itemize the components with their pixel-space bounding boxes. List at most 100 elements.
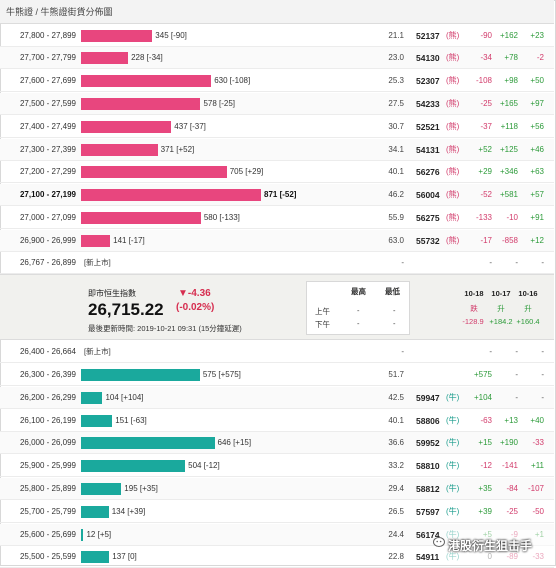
table-row[interactable]: 27,000 - 27,099 580 [-133] 55.9 56275 (熊) -13… <box>0 207 554 229</box>
warrant-type: (牛) <box>446 415 460 425</box>
date-value-3: +160.4 <box>516 317 540 326</box>
change-2d: -84 <box>506 484 518 493</box>
distribution-bar[interactable] <box>81 234 111 247</box>
table-row[interactable]: 26,300 - 26,399 575 [+575] 51.7 +575 - - <box>0 364 554 386</box>
warrant-code[interactable]: 56275 <box>416 212 440 223</box>
distribution-bar[interactable] <box>81 369 200 381</box>
new-listing-label: [新上市] <box>84 258 111 267</box>
change-1d: +52 <box>478 144 492 154</box>
change-1d: -34 <box>480 53 492 63</box>
warrant-type: (熊) <box>446 235 460 245</box>
distribution-bar[interactable] <box>81 460 186 473</box>
change-1d: +29 <box>478 167 492 177</box>
change-2d: +125 <box>499 144 518 154</box>
bar-value-label: 871 [-52] <box>264 190 297 200</box>
table-row[interactable]: 25,700 - 25,799 134 [+39] 26.5 57597 (牛) +39 -… <box>0 501 554 523</box>
table-row[interactable]: 26,000 - 26,099 646 [+15] 36.6 59952 (牛) +15 +… <box>0 432 554 455</box>
change-1d: -108 <box>475 76 492 86</box>
distribution-bar[interactable] <box>81 528 84 541</box>
date-value-1: -128.9 <box>462 317 484 326</box>
range-label: 27,600 - 27,699 <box>19 76 76 86</box>
change-2d: -141 <box>501 461 518 471</box>
distribution-bar[interactable] <box>81 120 172 133</box>
change-1d: +35 <box>478 484 492 493</box>
percent-value: 21.1 <box>388 30 404 40</box>
bar-value-label: 151 [-63] <box>115 415 147 425</box>
distribution-bar[interactable] <box>81 551 110 564</box>
distribution-bar[interactable] <box>81 189 261 202</box>
distribution-bar[interactable] <box>81 97 201 110</box>
warrant-type: (熊) <box>446 76 460 86</box>
warrant-code[interactable]: 58812 <box>416 484 440 494</box>
warrant-code[interactable]: 54911 <box>416 552 440 563</box>
warrant-code[interactable]: 54130 <box>416 53 440 64</box>
change-3d: +23 <box>530 30 544 40</box>
percent-value: 42.5 <box>388 392 404 402</box>
warrant-code[interactable]: 52137 <box>416 30 440 41</box>
change-3d: +57 <box>530 190 544 200</box>
warrant-code[interactable]: 52307 <box>416 76 440 87</box>
pm-label: 下午 <box>315 320 330 329</box>
table-row[interactable]: 25,900 - 25,999 504 [-12] 33.2 58810 (牛) -12-… <box>0 455 554 478</box>
warrant-code[interactable]: 56276 <box>416 167 440 178</box>
trend-3: 升 <box>524 304 532 313</box>
warrant-code[interactable]: 52521 <box>416 121 440 132</box>
table-row[interactable]: 27,600 - 27,699 630 [-108] 25.3 52307 (熊) -10… <box>0 70 554 93</box>
warrant-type: (牛) <box>446 506 460 516</box>
wechat-icon <box>433 537 445 547</box>
range-label: 26,000 - 26,099 <box>19 438 76 448</box>
table-row[interactable]: 27,200 - 27,299 705 [+29] 40.1 56276 (熊) +29 +… <box>0 161 554 184</box>
change-3d: +46 <box>530 144 544 154</box>
table-row[interactable]: 27,100 - 27,199 871 [-52] 46.2 56004 (熊) -52 +… <box>0 184 554 207</box>
change-1d: +104 <box>473 392 492 402</box>
table-row[interactable]: 27,800 - 27,899 345 [-90] 21.1 52137 (熊) -90 +… <box>0 25 554 47</box>
distribution-bar[interactable] <box>81 391 103 404</box>
table-row[interactable]: 26,100 - 26,199 151 [-63] 40.1 58806 (牛) -63 +… <box>0 410 554 432</box>
warrant-code[interactable]: 56174 <box>416 529 440 540</box>
percent-value: 55.9 <box>388 212 404 222</box>
table-row[interactable]: 25,800 - 25,899 195 [+35] 29.4 58812 (牛) +35 -… <box>0 478 554 500</box>
bar-value-label: 575 [+575] <box>202 370 241 379</box>
table-row[interactable]: 26,900 - 26,999 141 [-17] 63.0 55732 (熊) -17-… <box>0 229 554 252</box>
distribution-bar[interactable] <box>81 75 212 88</box>
distribution-bar[interactable] <box>81 166 227 179</box>
percent-value: 29.4 <box>388 484 404 493</box>
warrant-code[interactable]: 54233 <box>416 98 440 109</box>
table-row[interactable]: 27,700 - 27,799 228 [-34] 23.0 54130 (熊) -34 +… <box>0 47 554 70</box>
warrant-code[interactable]: 56004 <box>416 190 440 201</box>
table-row[interactable]: 27,500 - 27,599 578 [-25] 27.5 54233 (熊) -25 +… <box>0 92 554 115</box>
warrant-code[interactable]: 57597 <box>416 506 440 517</box>
warrant-code[interactable]: 59947 <box>416 392 440 403</box>
warrant-type: (牛) <box>446 438 460 448</box>
table-row[interactable]: 27,300 - 27,399 371 [+52] 34.1 54131 (熊) +52 +… <box>0 138 554 161</box>
warrant-code[interactable]: 55732 <box>416 235 440 246</box>
warrant-code[interactable]: 59952 <box>416 438 440 449</box>
distribution-bar[interactable] <box>81 143 158 156</box>
change-2d: +581 <box>499 190 518 200</box>
warrant-code[interactable]: 58810 <box>416 461 440 472</box>
table-row[interactable]: 26,200 - 26,299 104 [+104] 42.5 59947 (牛) +10… <box>0 386 554 409</box>
warrant-code[interactable]: 54131 <box>416 144 440 155</box>
distribution-bar[interactable] <box>81 29 153 42</box>
watermark: 港股衍生狙击手 <box>448 539 533 553</box>
distribution-bar[interactable] <box>81 52 129 65</box>
pct-dash: - <box>401 258 404 267</box>
pct-dash: - <box>401 347 404 356</box>
warrant-type: (熊) <box>446 53 460 63</box>
warrant-type: (熊) <box>446 98 460 108</box>
bar-value-label: 228 [-34] <box>131 53 163 63</box>
date-1: 10-18 <box>464 289 484 298</box>
breadcrumb[interactable]: 牛熊證 / 牛熊證街貨分佈圖 <box>0 0 554 24</box>
range-label: 27,100 - 27,199 <box>19 190 76 200</box>
percent-value: 40.1 <box>388 415 404 425</box>
bar-value-label: 134 [+39] <box>111 506 146 516</box>
table-row[interactable]: 27,400 - 27,499 437 [-37] 30.7 52521 (熊) -37 +… <box>0 116 554 138</box>
distribution-bar[interactable] <box>81 483 122 495</box>
bar-value-label: 371 [+52] <box>160 144 195 154</box>
distribution-bar[interactable] <box>81 437 215 450</box>
distribution-bar[interactable] <box>81 414 113 427</box>
new-listing-row: 26,400 - 26,664 [新上市] - - - - <box>0 341 554 363</box>
distribution-bar[interactable] <box>81 505 109 518</box>
warrant-code[interactable]: 58806 <box>416 415 440 426</box>
distribution-bar[interactable] <box>81 211 201 224</box>
